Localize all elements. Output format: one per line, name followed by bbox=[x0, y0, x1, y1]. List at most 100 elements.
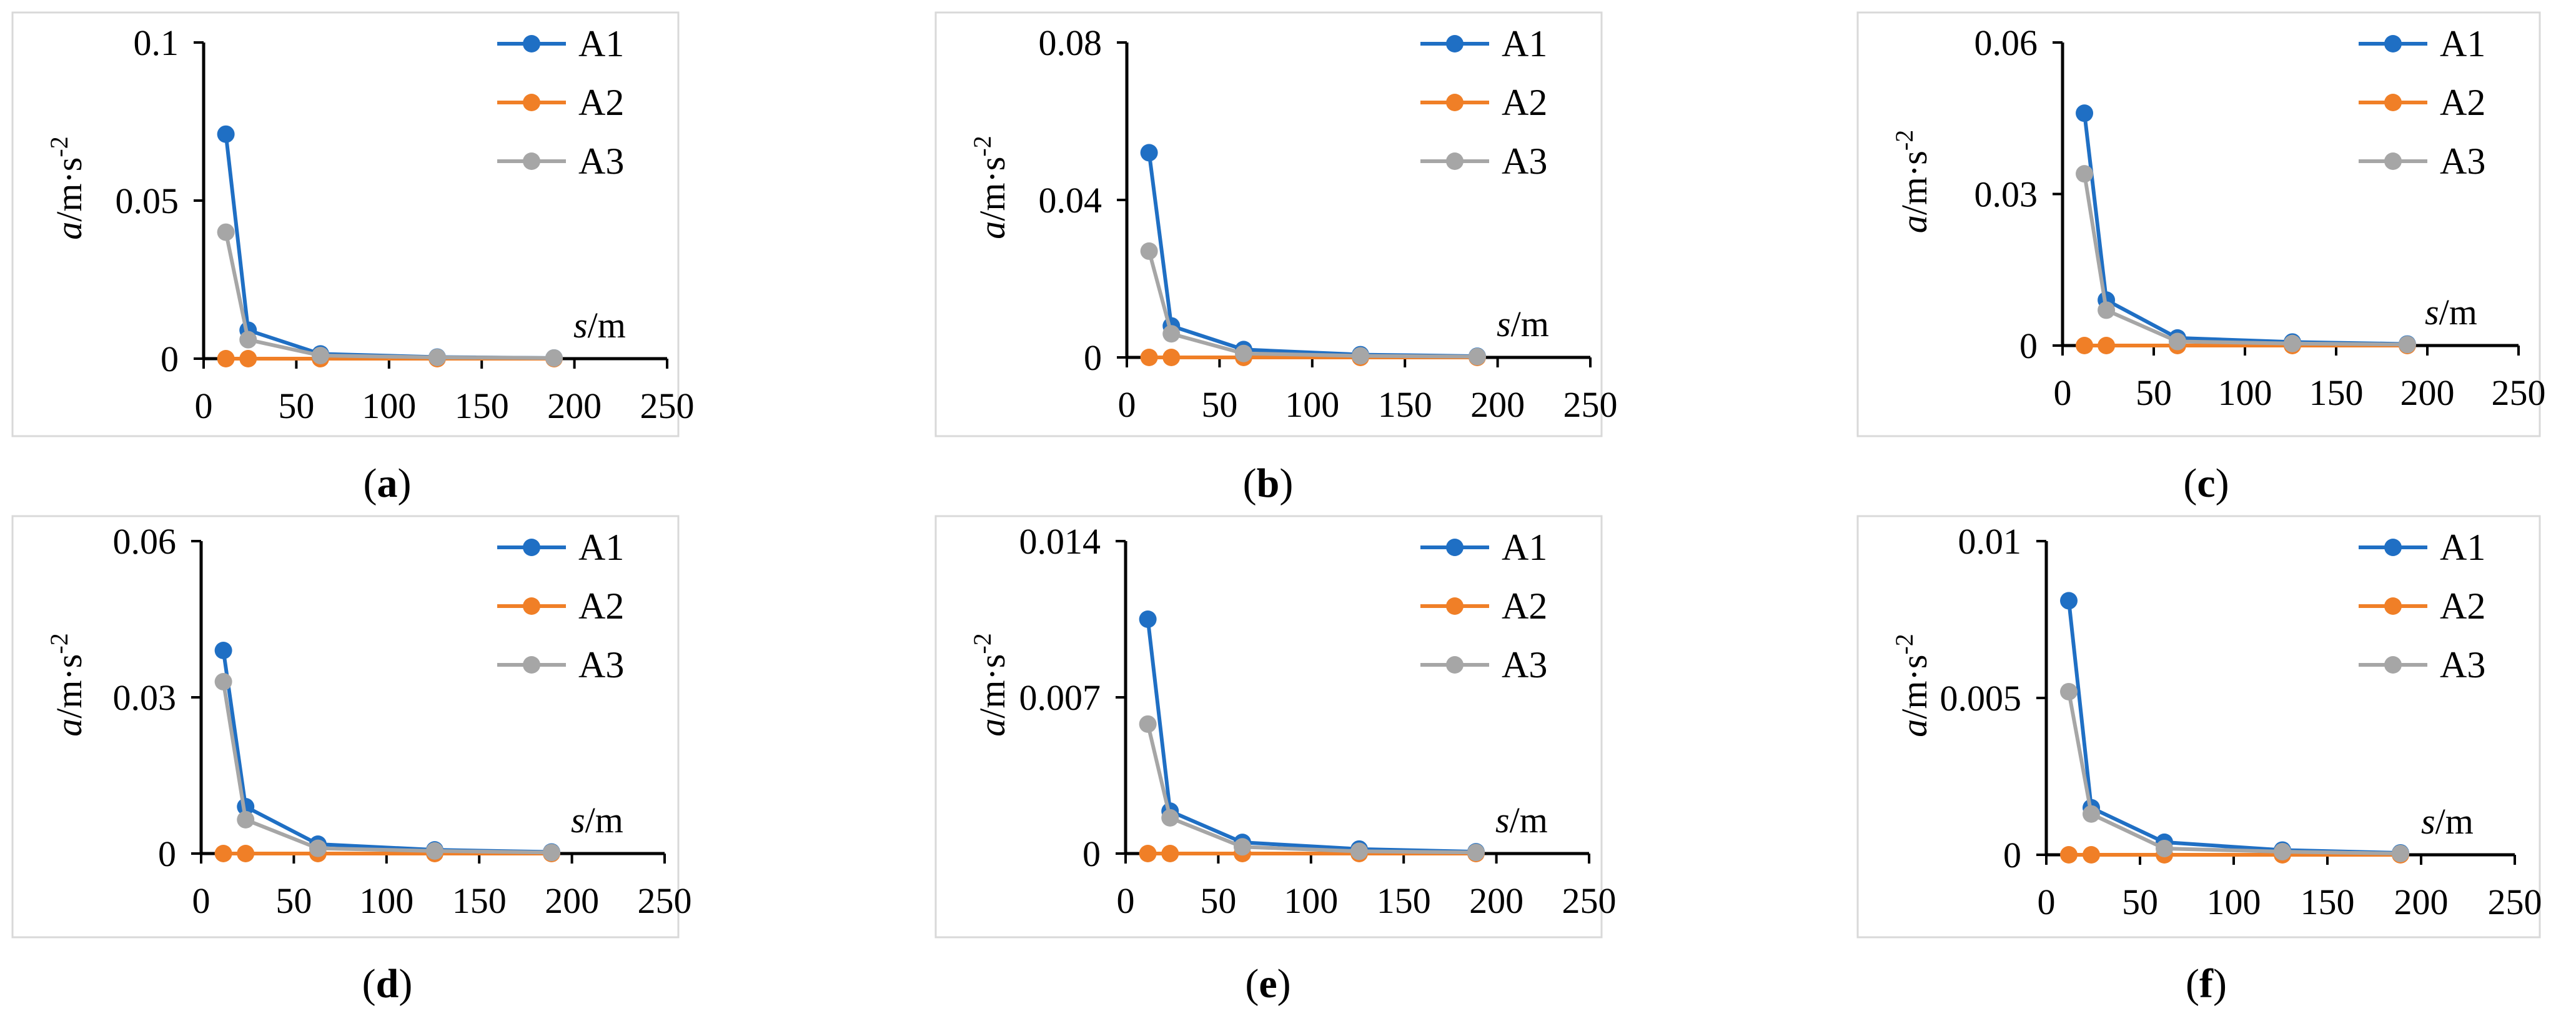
legend-marker-A2 bbox=[2384, 597, 2402, 615]
x-tick-label: 0 bbox=[1117, 880, 1135, 921]
legend-label-A3: A3 bbox=[578, 141, 624, 182]
legend-label-A1: A1 bbox=[1502, 23, 1547, 64]
data-point-A3 bbox=[1350, 842, 1368, 860]
chart-panel-a: 0 0.05 0.1 0 50 100 150 200 250 a/m·s-2 s/m A1 A2 A3 (… bbox=[11, 11, 695, 506]
x-tick-label: 0 bbox=[2054, 372, 2072, 413]
legend-label-A3: A3 bbox=[1502, 644, 1547, 685]
x-tick-label: 250 bbox=[640, 386, 695, 426]
data-point-A3 bbox=[1140, 242, 1158, 260]
legend-marker-A2 bbox=[1446, 597, 1464, 615]
chart-panel-e: 0 0.007 0.014 0 50 100 150 200 250 a/m·s-2 s/m A1 A2… bbox=[934, 515, 1617, 1007]
legend-label-A1: A1 bbox=[1502, 527, 1547, 568]
x-tick-label: 200 bbox=[2400, 372, 2455, 413]
y-tick-label: 0.005 bbox=[1940, 678, 2022, 719]
data-point-A1 bbox=[214, 642, 232, 659]
data-point-A1 bbox=[1140, 144, 1158, 162]
x-tick-label: 100 bbox=[1285, 384, 1339, 425]
data-point-A2 bbox=[239, 350, 257, 367]
x-tick-label: 50 bbox=[2122, 882, 2158, 922]
data-point-A3 bbox=[1233, 838, 1251, 856]
x-tick-label: 50 bbox=[2136, 372, 2172, 413]
y-tick-label: 0 bbox=[2019, 326, 2038, 366]
legend-label-A2: A2 bbox=[2440, 82, 2485, 123]
data-point-A3 bbox=[2076, 165, 2094, 183]
legend-label-A1: A1 bbox=[2440, 23, 2485, 64]
legend-marker-A2 bbox=[523, 94, 540, 111]
data-point-A2 bbox=[2060, 846, 2078, 864]
x-axis-label: s/m bbox=[1495, 800, 1548, 840]
x-tick-label: 250 bbox=[1563, 384, 1618, 425]
data-point-A3 bbox=[214, 673, 232, 690]
y-tick-label: 0.04 bbox=[1039, 180, 1102, 221]
legend-label-A1: A1 bbox=[2440, 527, 2485, 568]
y-tick-label: 0.03 bbox=[1974, 174, 2038, 215]
x-tick-label: 0 bbox=[195, 386, 213, 426]
legend-marker-A1 bbox=[2384, 35, 2402, 52]
data-point-A1 bbox=[1139, 610, 1157, 628]
series-line-A3 bbox=[1146, 724, 1476, 855]
legend-marker-A2 bbox=[1446, 94, 1464, 111]
y-tick-label: 0.08 bbox=[1039, 22, 1102, 63]
x-tick-label: 50 bbox=[1200, 880, 1236, 921]
data-point-A3 bbox=[2060, 682, 2078, 700]
legend-marker-A3 bbox=[1446, 656, 1464, 674]
chart-panel-f: 0 0.005 0.01 0 50 100 150 200 250 a/m·s-2 s/m A1 A2 A… bbox=[1856, 515, 2542, 1007]
x-tick-label: 0 bbox=[192, 880, 211, 921]
x-tick-label: 50 bbox=[278, 386, 314, 426]
data-point-A2 bbox=[1162, 349, 1181, 366]
legend-label-A2: A2 bbox=[1502, 585, 1547, 627]
legend-marker-A2 bbox=[523, 597, 540, 615]
series-line-A3 bbox=[1147, 251, 1477, 359]
x-tick-label: 150 bbox=[1378, 384, 1432, 425]
legend-marker-A1 bbox=[2384, 539, 2402, 556]
x-tick-label: 200 bbox=[2394, 882, 2449, 922]
data-point-A2 bbox=[237, 845, 255, 862]
data-point-A3 bbox=[1139, 715, 1157, 733]
y-tick-label: 0.06 bbox=[1974, 22, 2038, 63]
series-line-A1 bbox=[2067, 600, 2401, 855]
y-tick-label: 0.1 bbox=[134, 22, 179, 63]
panel-caption: (b) bbox=[1243, 461, 1294, 506]
panel-frame bbox=[1856, 515, 2541, 939]
data-point-A1 bbox=[217, 125, 235, 143]
legend-label-A3: A3 bbox=[2440, 644, 2485, 685]
data-point-A3 bbox=[2398, 336, 2416, 354]
y-tick-label: 0.014 bbox=[1019, 521, 1101, 562]
chart-panel-c: 0 0.03 0.06 0 50 100 150 200 250 a/m·s-2 s/m A1 A2 A3… bbox=[1856, 11, 2546, 506]
panel-frame bbox=[11, 11, 680, 437]
x-tick-label: 250 bbox=[1562, 880, 1617, 921]
x-tick-label: 150 bbox=[452, 880, 507, 921]
x-tick-label: 200 bbox=[1469, 880, 1523, 921]
panel-frame bbox=[934, 11, 1603, 437]
chart-panel-d: 0 0.03 0.06 0 50 100 150 200 250 a/m·s-2 s/m A1 A2 A3… bbox=[11, 515, 692, 1007]
series-line-A3 bbox=[2083, 173, 2407, 347]
x-tick-label: 200 bbox=[545, 880, 599, 921]
x-axis-label: s/m bbox=[573, 305, 626, 346]
data-point-A3 bbox=[237, 810, 255, 829]
legend-label-A3: A3 bbox=[2440, 141, 2485, 182]
data-point-A3 bbox=[239, 331, 257, 349]
panel-caption: (e) bbox=[1245, 961, 1290, 1007]
y-tick-label: 0.01 bbox=[1958, 521, 2022, 562]
data-point-A3 bbox=[2392, 844, 2409, 862]
y-axis-label: a/m·s-2 bbox=[968, 136, 1013, 239]
panel-frame bbox=[1856, 11, 2541, 437]
x-tick-label: 50 bbox=[275, 880, 312, 921]
x-tick-label: 150 bbox=[455, 386, 509, 426]
x-tick-label: 0 bbox=[1118, 384, 1136, 425]
y-tick-label: 0 bbox=[2003, 835, 2021, 875]
legend-label-A2: A2 bbox=[578, 82, 624, 123]
y-tick-label: 0.05 bbox=[116, 181, 179, 221]
data-point-A3 bbox=[1234, 344, 1252, 362]
legend-marker-A2 bbox=[2384, 94, 2402, 111]
data-point-A3 bbox=[425, 842, 443, 860]
legend-label-A2: A2 bbox=[1502, 82, 1547, 123]
data-point-A2 bbox=[217, 350, 235, 367]
data-point-A1 bbox=[2060, 592, 2078, 610]
legend-marker-A1 bbox=[523, 539, 540, 556]
x-tick-label: 0 bbox=[2038, 882, 2056, 922]
y-axis-label: a/m·s-2 bbox=[1890, 130, 1934, 233]
x-tick-label: 100 bbox=[362, 386, 416, 426]
panel-caption: (c) bbox=[2183, 461, 2229, 506]
